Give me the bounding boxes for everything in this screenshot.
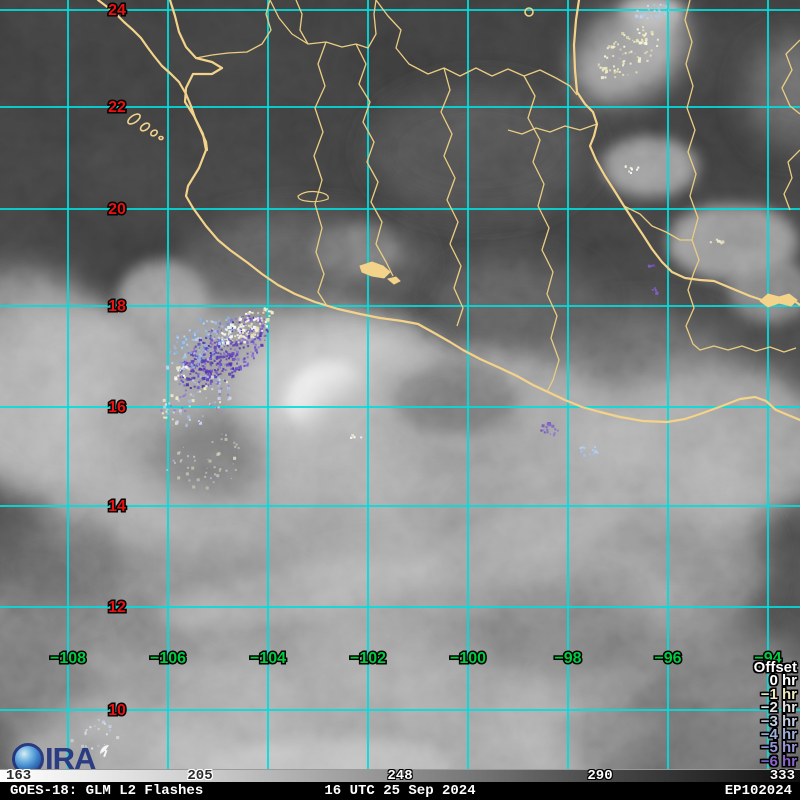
island-outline bbox=[149, 129, 159, 137]
grid-label: 18 bbox=[108, 298, 126, 315]
island-outline bbox=[127, 113, 141, 125]
state-border bbox=[623, 205, 692, 241]
flash-cluster bbox=[70, 718, 120, 750]
offset-legend-row: 0 hr bbox=[769, 672, 797, 690]
island-outline bbox=[158, 135, 164, 141]
grid-label: −104 bbox=[250, 650, 286, 667]
island-outline bbox=[524, 7, 534, 17]
grid-label: 12 bbox=[108, 599, 126, 616]
flash-cluster bbox=[579, 446, 599, 457]
offset-legend-row: −4 hr bbox=[760, 726, 797, 744]
flash-cluster bbox=[166, 433, 240, 490]
offset-legend-row: −5 hr bbox=[760, 739, 797, 757]
satellite-map: 24 22 20 18 16 14 12 10 −108 −106 −104 −102 −100 −98 −… bbox=[0, 0, 800, 769]
grid-label: −102 bbox=[350, 650, 386, 667]
flash-cluster bbox=[635, 3, 670, 20]
geo-outlines bbox=[96, 0, 800, 424]
colorbar-tick: 205 bbox=[187, 768, 213, 784]
timestamp: 16 UTC 25 Sep 2024 bbox=[324, 783, 476, 799]
satellite-dish-icon bbox=[100, 745, 109, 758]
offset-legend-rows: 0 hr −1 hr −2 hr −3 hr −4 hr −5 hr −6 hr bbox=[754, 672, 797, 770]
flash-cluster bbox=[540, 422, 559, 437]
state-border bbox=[355, 43, 394, 277]
lake bbox=[759, 293, 798, 308]
gulf-coastline bbox=[572, 0, 800, 307]
grid-label: −96 bbox=[654, 650, 681, 667]
grid-label: 10 bbox=[108, 702, 126, 719]
state-border bbox=[507, 123, 598, 135]
flash-cluster bbox=[350, 434, 363, 439]
offset-legend-title: Offset bbox=[753, 659, 797, 676]
grid-label: −106 bbox=[150, 650, 186, 667]
lagoon-outline bbox=[297, 190, 329, 203]
product-title: GOES-18: GLM L2 Flashes bbox=[10, 783, 204, 799]
state-border bbox=[295, 0, 309, 45]
flash-cluster bbox=[709, 238, 725, 245]
colorbar-tick: 163 bbox=[6, 768, 32, 784]
grid-label: 16 bbox=[108, 399, 126, 416]
flash-cluster bbox=[174, 365, 191, 381]
state-border bbox=[440, 67, 464, 327]
grid-label: 24 bbox=[108, 2, 126, 19]
flash-cluster bbox=[597, 26, 659, 80]
flash-cluster bbox=[647, 264, 656, 268]
grid-label: 20 bbox=[108, 201, 126, 218]
offset-legend-row: −3 hr bbox=[760, 712, 797, 730]
flash-cluster bbox=[221, 325, 245, 345]
state-border bbox=[195, 0, 272, 59]
latlon-grid bbox=[0, 0, 800, 769]
temperature-colorbar: 163 205 248 290 333 bbox=[0, 768, 800, 784]
storm-id: EP102024 bbox=[724, 783, 792, 799]
flash-cluster bbox=[160, 374, 232, 427]
colorbar-tick: 333 bbox=[769, 768, 795, 784]
pacific-coastline bbox=[168, 0, 800, 424]
lightning-flash-clusters bbox=[70, 3, 725, 750]
colorbar-tick: 248 bbox=[387, 768, 413, 784]
baja-coastline bbox=[96, 0, 209, 152]
offset-legend-row: −6 hr bbox=[760, 752, 797, 770]
flash-cluster bbox=[651, 287, 659, 295]
grid-label: −100 bbox=[450, 650, 486, 667]
offset-legend-row: −2 hr bbox=[760, 699, 797, 717]
grid-label: −98 bbox=[554, 650, 581, 667]
status-bar: GOES-18: GLM L2 Flashes 16 UTC 25 Sep 20… bbox=[0, 782, 800, 800]
cloud-texture-fine bbox=[0, 0, 800, 769]
state-border bbox=[375, 0, 578, 96]
grid-label: −94 bbox=[754, 650, 781, 667]
offset-legend: Offset 0 hr −1 hr −2 hr −3 hr −4 hr −5 hr −6 h… bbox=[753, 659, 797, 770]
state-border bbox=[783, 149, 800, 211]
state-border bbox=[313, 41, 328, 307]
lake bbox=[386, 276, 401, 285]
offset-legend-row: −1 hr bbox=[760, 685, 797, 703]
island-outline bbox=[139, 122, 151, 132]
state-border bbox=[685, 271, 797, 353]
grid-label: 14 bbox=[108, 498, 126, 515]
grid-labels: 24 22 20 18 16 14 12 10 −108 −106 −104 −102 −100 −98 −… bbox=[48, 1, 783, 721]
colorbar-tick: 290 bbox=[587, 768, 613, 784]
state-border bbox=[684, 0, 700, 273]
state-border bbox=[781, 39, 800, 115]
grid-label: −108 bbox=[50, 650, 86, 667]
state-border bbox=[269, 0, 377, 49]
flash-cluster bbox=[624, 165, 640, 174]
lake bbox=[359, 261, 391, 279]
grid-label: 22 bbox=[108, 99, 126, 116]
